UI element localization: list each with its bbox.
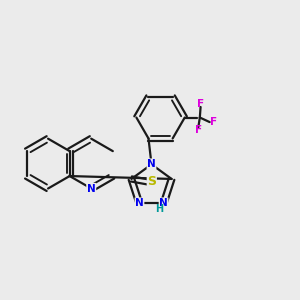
Text: F: F: [195, 125, 202, 135]
Text: N: N: [135, 198, 144, 208]
Text: S: S: [147, 176, 156, 188]
Text: H: H: [155, 204, 164, 214]
Text: N: N: [87, 184, 96, 194]
Text: F: F: [210, 117, 217, 127]
Text: N: N: [159, 198, 168, 208]
Text: F: F: [197, 99, 204, 109]
Text: N: N: [147, 159, 156, 169]
